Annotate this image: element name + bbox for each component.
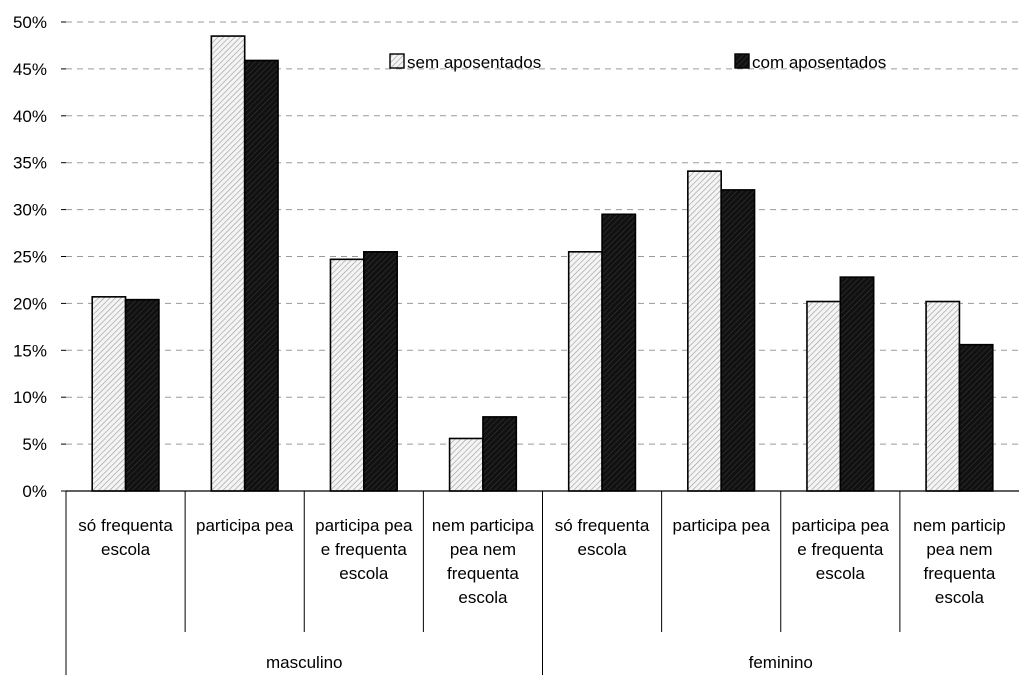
legend-label: sem aposentados xyxy=(407,53,541,72)
y-tick-label: 30% xyxy=(13,201,47,220)
legend: sem aposentados com aposentados xyxy=(389,53,886,72)
y-tick-label: 20% xyxy=(13,294,47,313)
legend-label: com aposentados xyxy=(752,53,886,72)
x-category-label: só frequenta escola xyxy=(555,516,650,559)
bar-com-aposentados xyxy=(958,343,994,492)
bars xyxy=(91,35,994,492)
bar-sem-aposentados xyxy=(91,296,127,492)
x-category-label: participa pea xyxy=(673,516,771,535)
x-category-label: participa pea e frequenta escola xyxy=(315,516,413,583)
bar-sem-aposentados xyxy=(925,300,961,492)
bar-com-aposentados xyxy=(243,59,279,492)
legend-swatch xyxy=(389,53,405,69)
y-tick-label: 40% xyxy=(13,107,47,126)
bar-sem-aposentados xyxy=(687,170,722,492)
bar-com-aposentados xyxy=(839,276,875,492)
bar-sem-aposentados xyxy=(567,251,603,492)
bar-com-aposentados xyxy=(124,298,160,492)
bar-sem-aposentados xyxy=(210,35,246,492)
bar-com-aposentados xyxy=(601,213,637,492)
y-tick-label: 10% xyxy=(13,388,47,407)
x-category-label: só frequenta escola xyxy=(78,516,173,559)
y-tick-label: 50% xyxy=(13,13,47,32)
y-tick-label: 25% xyxy=(13,248,47,267)
x-group-label: masculino xyxy=(266,653,343,672)
x-category-label: nem participa pea nem frequenta escola xyxy=(432,516,535,607)
gridlines xyxy=(66,21,1019,445)
y-tick-label: 15% xyxy=(13,341,47,360)
y-axis-ticks: 0% 5% 10% 15% 20% 25% 30% 35% 40% 45% 50% xyxy=(13,13,47,501)
bar-sem-aposentados xyxy=(448,437,484,492)
legend-swatch xyxy=(734,53,750,69)
bar-sem-aposentados xyxy=(806,300,842,492)
y-tick-label: 0% xyxy=(22,482,47,501)
y-tick-label: 5% xyxy=(22,435,47,454)
y-tick-label: 45% xyxy=(13,60,47,79)
bar-com-aposentados xyxy=(482,416,518,492)
x-category-label: participa pea xyxy=(196,516,294,535)
bar-com-aposentados xyxy=(720,189,756,492)
x-group-label: feminino xyxy=(749,653,813,672)
bar-sem-aposentados xyxy=(329,258,365,492)
axes xyxy=(61,21,1019,675)
x-axis-category-labels: só frequenta escola participa pea participa… xyxy=(78,516,1005,672)
x-category-label: nem particip pea nem frequenta escola xyxy=(913,516,1006,607)
x-category-label: participa pea e frequenta escola xyxy=(792,516,890,583)
bar-com-aposentados xyxy=(363,251,398,492)
y-tick-label: 35% xyxy=(13,154,47,173)
